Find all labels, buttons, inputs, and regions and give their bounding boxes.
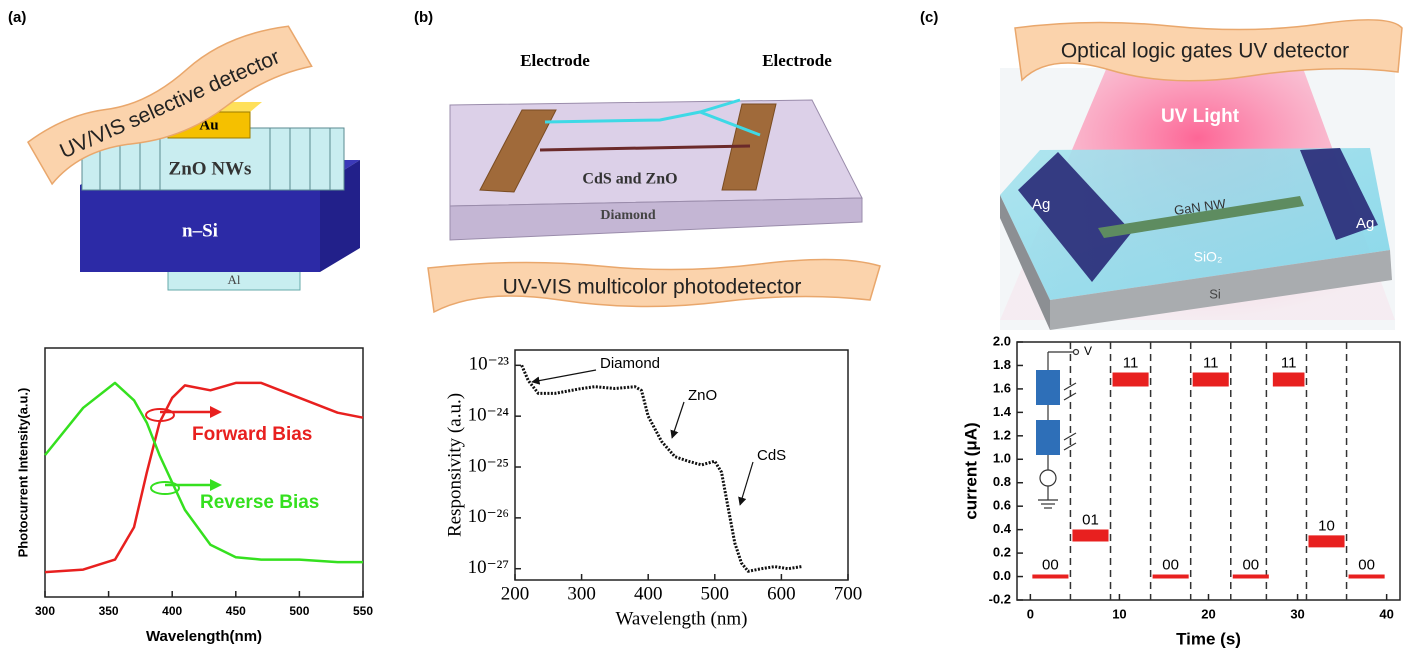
diagram-label: UV Light (1161, 106, 1240, 127)
panel-label: (b) (414, 9, 433, 26)
banner-text: UV-VIS multicolor photodetector (503, 276, 802, 299)
diagram-label: Electrode (520, 51, 590, 70)
x-tick-label: 400 (634, 583, 663, 604)
slab-front (450, 198, 862, 240)
state-label: 00 (1242, 557, 1259, 574)
y-tick-label: 1.4 (993, 404, 1012, 419)
diagram-label: Si (1209, 286, 1221, 301)
photodetector (1036, 420, 1060, 455)
x-axis-label: Time (s) (1176, 629, 1241, 648)
y-tick-label: 1.8 (993, 357, 1011, 372)
banner-text: Optical logic gates UV detector (1061, 40, 1349, 63)
state-label: 00 (1162, 557, 1179, 574)
state-label: 01 (1082, 511, 1099, 528)
state-label: 11 (1281, 354, 1297, 371)
y-tick-label: 10⁻²⁵ (468, 455, 509, 476)
y-tick-label: 2.0 (993, 333, 1011, 348)
y-tick-label: 10⁻²³ (469, 354, 510, 375)
state-label: 10 (1318, 517, 1335, 534)
y-tick-label: 0.0 (993, 568, 1011, 583)
y-tick-label: 1.0 (993, 451, 1011, 466)
y-tick-label: 10⁻²⁷ (468, 557, 509, 578)
legend-arrowhead (210, 479, 222, 491)
state-label: 11 (1203, 354, 1219, 371)
x-tick-label: 200 (501, 583, 530, 604)
x-tick-label: 350 (99, 604, 119, 618)
x-tick-label: 550 (353, 604, 373, 618)
diagram-label: n–Si (182, 220, 218, 241)
x-tick-label: 300 (35, 604, 55, 618)
diagram-label: ZnO NWs (169, 158, 252, 179)
diagram-label: Ag (1032, 196, 1050, 213)
y-axis-label: Photocurrent Intensity(a.u.) (15, 388, 30, 558)
annotation-arrow (740, 462, 753, 505)
diagram-a: Au ZnO NWs n–Si Al UV/VIS selective dete… (24, 15, 360, 290)
annotation: Diamond (600, 355, 660, 372)
x-tick-label: 20 (1201, 606, 1215, 621)
x-tick-label: 300 (567, 583, 596, 604)
y-tick-label: 0.2 (993, 545, 1011, 560)
diagram-b: Electrode Electrode CdS and ZnO Diamond … (428, 51, 880, 312)
x-tick-label: 400 (162, 604, 182, 618)
state-label: 11 (1123, 354, 1139, 371)
diagram-label: Ag (1356, 215, 1374, 232)
panel-label: (c) (920, 9, 938, 26)
y-tick-label: 10⁻²⁶ (468, 506, 509, 527)
x-tick-label: 500 (289, 604, 309, 618)
y-tick-label: 0.6 (993, 498, 1011, 513)
state-label: 00 (1358, 557, 1375, 574)
annotation-arrow (532, 370, 596, 382)
state-label: 00 (1042, 557, 1059, 574)
diagram-label: Diamond (600, 208, 655, 223)
legend-label: Reverse Bias (200, 492, 319, 513)
diagram-label: Al (228, 272, 241, 287)
x-axis-label: Wavelength (nm) (616, 608, 748, 629)
y-tick-label: 1.2 (993, 427, 1011, 442)
panel-label: (a) (8, 9, 26, 26)
diagram-c: UV Light Ag GaN NW Ag SiO₂ Si Optical lo… (1000, 20, 1402, 508)
x-tick-label: 0 (1027, 606, 1034, 621)
y-tick-label: 0.8 (993, 474, 1011, 489)
annotation: ZnO (688, 387, 717, 404)
legend-arrowhead (210, 406, 222, 418)
x-tick-label: 450 (226, 604, 246, 618)
x-tick-label: 600 (767, 583, 796, 604)
figure: (a) (b) (c) Au ZnO NWs n–Si Al UV/VIS se… (0, 0, 1407, 653)
y-tick-label: 10⁻²⁴ (468, 405, 510, 426)
series-line (522, 365, 802, 571)
x-tick-label: 30 (1290, 606, 1304, 621)
y-tick-label: 1.6 (993, 380, 1011, 395)
plot-frame (515, 350, 848, 580)
series-line (45, 383, 363, 562)
x-tick-label: 10 (1112, 606, 1126, 621)
diagram-label: SiO₂ (1194, 249, 1223, 265)
x-tick-label: 40 (1379, 606, 1393, 621)
x-tick-label: 500 (701, 583, 730, 604)
annotation-arrow (672, 402, 684, 438)
y-axis-label: Responsivity (a.u.) (444, 393, 465, 537)
annotation: CdS (757, 447, 786, 464)
y-tick-label: -0.2 (989, 591, 1011, 606)
photodetector (1036, 370, 1060, 405)
y-axis-label: current (μA) (961, 422, 980, 519)
y-tick-label: 0.4 (993, 521, 1012, 536)
x-tick-label: 700 (834, 583, 863, 604)
diagram-label: CdS and ZnO (582, 171, 677, 188)
legend-label: Forward Bias (192, 424, 312, 445)
x-axis-label: Wavelength(nm) (146, 628, 262, 645)
diagram-label: V (1084, 344, 1092, 358)
diagram-label: Electrode (762, 51, 832, 70)
